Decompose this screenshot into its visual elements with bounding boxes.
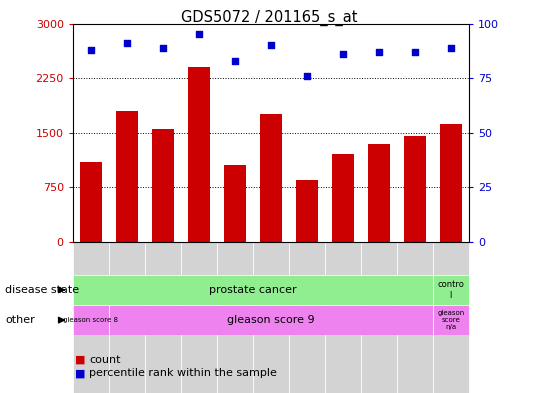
Bar: [217, 242, 253, 393]
Bar: [433, 242, 469, 393]
Bar: [404, 136, 426, 242]
Point: [231, 57, 239, 64]
Point: [375, 49, 383, 55]
Text: count: count: [89, 354, 120, 365]
Bar: [109, 305, 433, 335]
Bar: [188, 67, 210, 242]
Bar: [397, 242, 433, 393]
Bar: [73, 305, 109, 335]
Text: ■: ■: [75, 368, 86, 378]
Bar: [296, 180, 317, 242]
Text: disease state: disease state: [5, 285, 80, 295]
Bar: [73, 242, 109, 393]
Bar: [433, 305, 469, 335]
Bar: [80, 162, 101, 242]
Text: percentile rank within the sample: percentile rank within the sample: [89, 368, 277, 378]
Bar: [109, 242, 145, 393]
Text: prostate cancer: prostate cancer: [209, 285, 296, 295]
Point: [195, 31, 203, 38]
Bar: [325, 242, 361, 393]
Bar: [433, 275, 469, 305]
Point: [86, 47, 95, 53]
Text: gleason score 9: gleason score 9: [227, 315, 315, 325]
Point: [158, 44, 167, 51]
Bar: [145, 242, 181, 393]
Bar: [440, 124, 462, 242]
Point: [122, 40, 131, 46]
Bar: [260, 114, 282, 242]
Bar: [181, 242, 217, 393]
Text: ■: ■: [75, 354, 86, 365]
Bar: [289, 242, 325, 393]
Bar: [368, 143, 390, 242]
Text: GDS5072 / 201165_s_at: GDS5072 / 201165_s_at: [181, 10, 358, 26]
Point: [338, 51, 347, 57]
Point: [411, 49, 419, 55]
Bar: [332, 154, 354, 242]
Text: other: other: [5, 315, 35, 325]
Bar: [152, 129, 174, 242]
Bar: [361, 242, 397, 393]
Bar: [116, 111, 137, 242]
Bar: [224, 165, 246, 242]
Bar: [253, 242, 289, 393]
Text: gleason score 8: gleason score 8: [63, 317, 118, 323]
Point: [267, 42, 275, 48]
Text: contro
l: contro l: [438, 280, 465, 299]
Point: [447, 44, 455, 51]
Text: gleason
score
n/a: gleason score n/a: [437, 310, 465, 330]
Point: [302, 73, 311, 79]
